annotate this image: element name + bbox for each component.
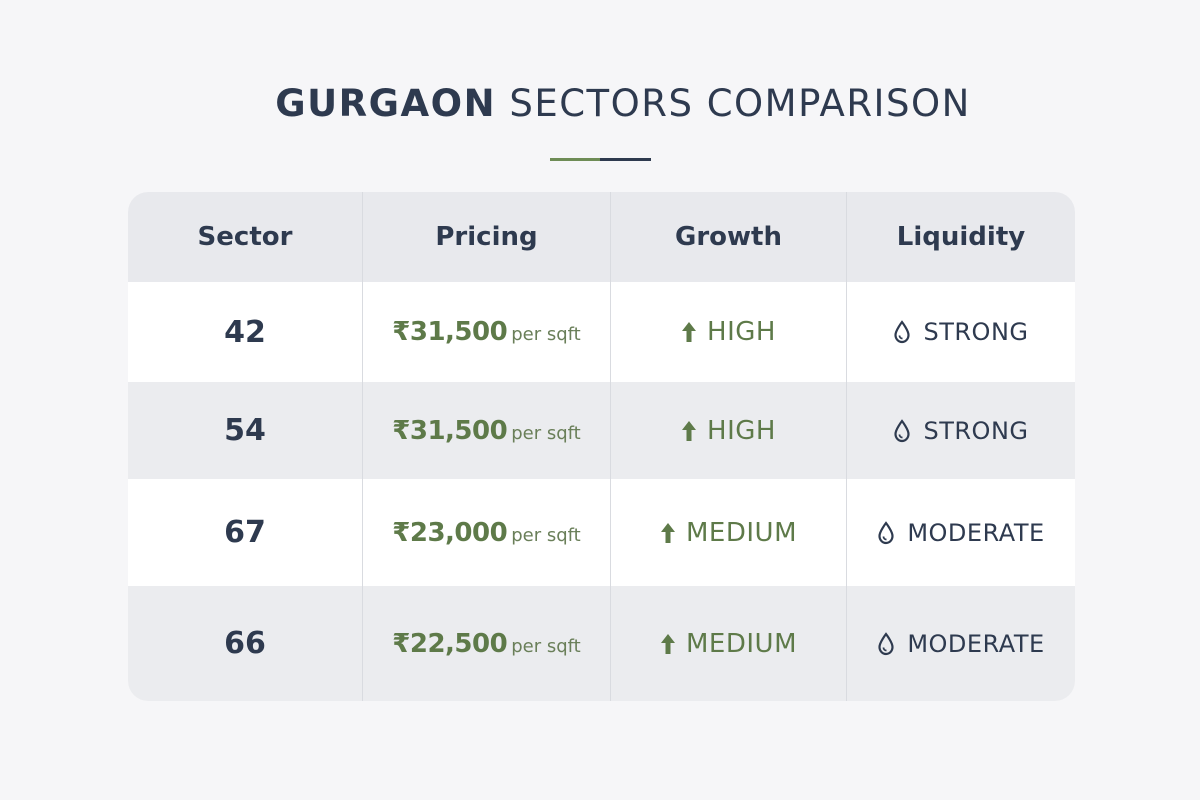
liquidity-label: STRONG [923, 318, 1029, 346]
table-row: 67 ₹23,000 per sqft MEDIUM MODERATE [128, 479, 1075, 586]
liquidity-cell: STRONG [847, 382, 1075, 479]
growth-label: MEDIUM [685, 628, 797, 659]
title-light: SECTORS COMPARISON [509, 82, 971, 125]
liquidity-label: MODERATE [907, 629, 1045, 658]
sector-cell: 67 [128, 479, 363, 586]
pricing-cell: ₹23,000 per sqft [363, 479, 611, 586]
arrow-up-icon [660, 633, 675, 654]
growth-cell: MEDIUM [611, 586, 847, 701]
growth-cell: MEDIUM [611, 479, 847, 586]
sector-cell: 66 [128, 586, 363, 701]
table-header-row: Sector Pricing Growth Liquidity [128, 192, 1075, 282]
price-amount: ₹31,500 [392, 317, 508, 347]
title-underline [550, 158, 651, 161]
sector-number: 42 [224, 314, 266, 350]
table-row: 54 ₹31,500 per sqft HIGH STRONG [128, 382, 1075, 479]
liquidity-label: MODERATE [907, 518, 1045, 547]
price-amount: ₹23,000 [392, 517, 508, 548]
arrow-up-icon [660, 522, 675, 543]
price-amount: ₹31,500 [392, 415, 508, 446]
growth-cell: HIGH [611, 282, 847, 382]
arrow-up-icon [682, 420, 697, 441]
growth-label: HIGH [707, 415, 776, 446]
table-row: 42 ₹31,500 per sqft HIGH STRONG [128, 282, 1075, 382]
price-unit: per sqft [511, 524, 581, 546]
pricing-cell: ₹31,500 per sqft [363, 282, 611, 382]
sector-number: 67 [224, 515, 266, 550]
header-label: Pricing [435, 222, 538, 252]
pricing-cell: ₹31,500 per sqft [363, 382, 611, 479]
sector-number: 54 [224, 413, 266, 448]
pricing-cell: ₹22,500 per sqft [363, 586, 611, 701]
growth-label: MEDIUM [685, 517, 797, 548]
underline-navy [600, 158, 651, 161]
liquidity-cell: MODERATE [847, 479, 1075, 586]
page-title: GURGAON SECTORS COMPARISON [0, 82, 1200, 125]
sector-cell: 54 [128, 382, 363, 479]
liquidity-label: STRONG [923, 416, 1029, 445]
liquidity-cell: MODERATE [847, 586, 1075, 701]
sector-cell: 42 [128, 282, 363, 382]
header-label: Growth [675, 222, 782, 252]
price-unit: per sqft [511, 324, 581, 345]
header-cell-pricing: Pricing [363, 192, 611, 282]
growth-cell: HIGH [611, 382, 847, 479]
comparison-table: Sector Pricing Growth Liquidity 42 ₹31,5… [128, 192, 1075, 701]
header-cell-liquidity: Liquidity [847, 192, 1075, 282]
arrow-up-icon [682, 322, 697, 342]
title-bold: GURGAON [275, 82, 497, 125]
table-row: 66 ₹22,500 per sqft MEDIUM MODERATE [128, 586, 1075, 701]
header-cell-sector: Sector [128, 192, 363, 282]
droplet-icon [894, 320, 911, 344]
sector-number: 66 [224, 626, 266, 661]
header-cell-growth: Growth [611, 192, 847, 282]
header-label: Liquidity [896, 222, 1026, 252]
header-label: Sector [197, 222, 293, 252]
droplet-icon [894, 418, 911, 442]
liquidity-cell: STRONG [847, 282, 1075, 382]
droplet-icon [878, 631, 894, 655]
underline-green [550, 158, 600, 161]
price-unit: per sqft [511, 635, 581, 657]
price-unit: per sqft [511, 422, 581, 444]
growth-label: HIGH [707, 317, 776, 347]
price-amount: ₹22,500 [392, 628, 508, 659]
droplet-icon [878, 520, 894, 544]
